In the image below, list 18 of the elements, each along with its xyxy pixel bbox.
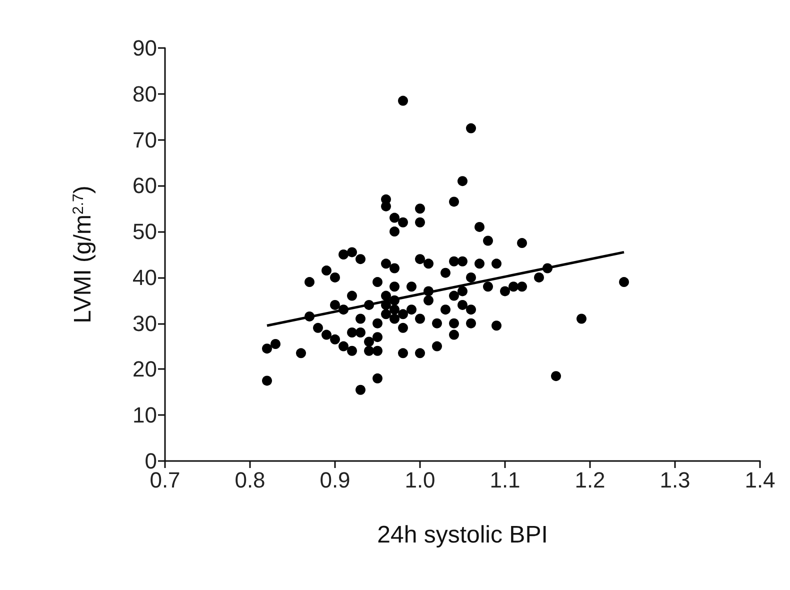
y-tick-label: 70 [132, 127, 157, 152]
y-axis-title: LVMI (g/m2.7) [70, 186, 96, 324]
y-tick-label: 90 [132, 36, 157, 60]
y-tick-label: 80 [132, 81, 157, 106]
x-tick-label: 1.2 [574, 468, 606, 492]
x-tick-label: 1.4 [744, 468, 776, 492]
y-tick-label: 30 [132, 310, 157, 336]
y-tick-label: 10 [132, 402, 157, 428]
y-tick-label: 40 [132, 264, 157, 290]
x-tick-label: 1.1 [490, 468, 520, 492]
x-tick-label: 1.0 [404, 468, 436, 492]
y-tick-label: 50 [132, 219, 157, 244]
x-tick-label: 0.8 [234, 468, 266, 492]
x-axis-title: 24h systolic BPI [377, 522, 548, 548]
y-tick-label: 20 [132, 356, 157, 382]
y-tick-label: 60 [132, 173, 157, 198]
x-tick-label: 0.9 [320, 468, 350, 492]
x-tick-label: 1.3 [660, 468, 690, 492]
